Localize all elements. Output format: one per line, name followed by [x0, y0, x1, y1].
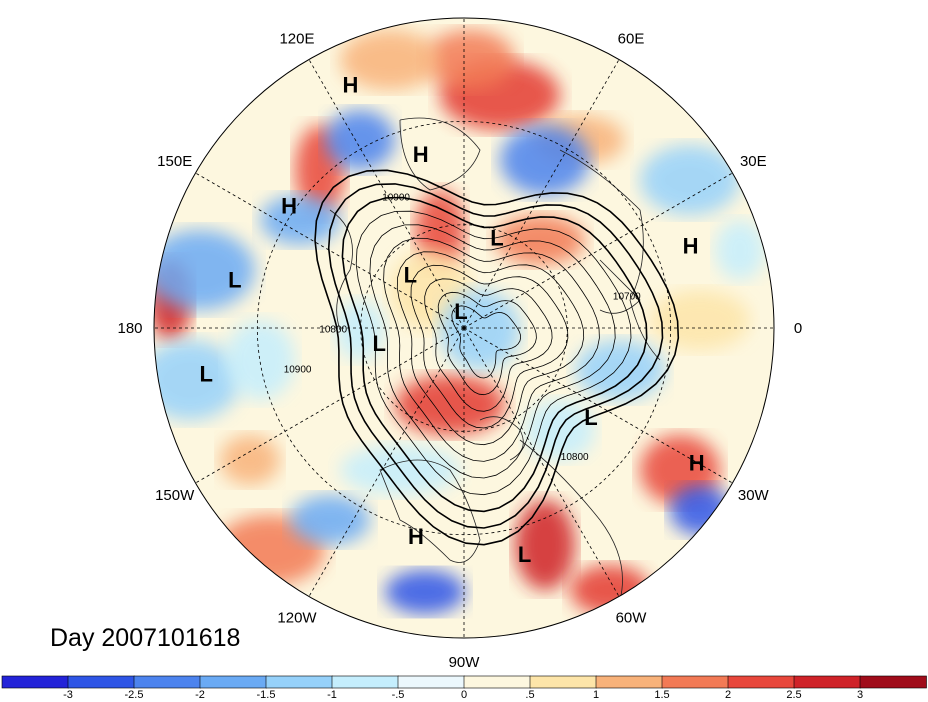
contour-label: 10700 — [613, 291, 641, 302]
colorbar-tick-label: .5 — [525, 689, 534, 701]
high-pressure-marker: H — [281, 194, 297, 219]
longitude-label: 90E — [451, 0, 478, 3]
colorbar-swatch — [1, 675, 69, 689]
low-pressure-marker: L — [199, 362, 212, 387]
longitude-label: 90W — [449, 654, 481, 671]
longitude-labels: 90E 60E 30E 0 30W 60W 90W 120W 150W 180 150E 120E — [117, 0, 802, 671]
low-pressure-marker: L — [228, 267, 241, 292]
low-pressure-marker: L — [372, 331, 385, 356]
longitude-label: 150E — [157, 153, 192, 170]
longitude-label: 120W — [277, 609, 317, 626]
colorbar-swatch — [595, 675, 663, 689]
high-pressure-marker: H — [413, 142, 429, 167]
low-pressure-marker: L — [518, 542, 531, 567]
colorbar-tick-label: -.5 — [392, 689, 405, 701]
colorbar-swatch — [265, 675, 333, 689]
longitude-label: 150W — [155, 487, 195, 504]
colorbar-tick-label: 2 — [725, 689, 731, 701]
contour-label: 10800 — [561, 452, 589, 463]
longitude-label: 0 — [794, 320, 802, 337]
longitude-label: 30E — [740, 153, 767, 170]
high-pressure-marker: H — [689, 450, 705, 475]
contour-label: 10800 — [319, 325, 347, 336]
high-pressure-marker: H — [683, 234, 699, 259]
colorbar-swatch — [331, 675, 399, 689]
high-pressure-marker: H — [408, 524, 424, 549]
colorbar-tick-label: 1 — [593, 689, 599, 701]
colorbar-swatch — [793, 675, 861, 689]
colorbar-swatch — [397, 675, 465, 689]
colorbar-swatch — [67, 675, 135, 689]
colorbar-swatch — [463, 675, 531, 689]
colorbar-tick-label: 3 — [857, 689, 863, 701]
longitude-label: 60E — [618, 31, 645, 48]
figure-title: Day 2007101618 — [50, 624, 240, 652]
longitude-label: 180 — [117, 320, 142, 337]
longitude-label: 30W — [738, 487, 770, 504]
longitude-label: 60W — [616, 609, 648, 626]
height-contours — [314, 169, 680, 546]
colorbar-tick-label: -3 — [63, 689, 73, 701]
low-pressure-marker: L — [490, 225, 503, 250]
colorbar-tick-label: -1 — [327, 689, 337, 701]
map-border — [153, 17, 775, 639]
colorbar-swatch — [133, 675, 201, 689]
longitude-label: 120E — [279, 31, 314, 48]
colorbar-tick-label: -2 — [195, 689, 205, 701]
contour-labels: 10900 10700 10800 10900 10800 — [284, 192, 641, 463]
colorbar-tick-label: 1.5 — [654, 689, 669, 701]
colorbar-tick-label: 2.5 — [786, 689, 801, 701]
colorbar-tick-label: 0 — [461, 689, 467, 701]
colorbar-swatch — [199, 675, 267, 689]
colorbar-swatch — [727, 675, 795, 689]
map-disk: 10900 10700 10800 10900 10800 H H H H H H L L L L L L L L — [153, 17, 775, 639]
low-pressure-marker: L — [404, 262, 417, 287]
high-pressure-marker: H — [343, 73, 359, 98]
colorbar: -3 -2.5 -2 -1.5 -1 -.5 0 .5 1 1.5 2 2.5 3 — [1, 675, 927, 701]
graticule — [154, 18, 774, 638]
contour-label: 10900 — [284, 365, 312, 376]
pressure-system-markers: H H H H H H L L L L L L L L — [199, 73, 704, 568]
contour-label: 10900 — [382, 192, 410, 203]
colorbar-swatch — [661, 675, 729, 689]
colorbar-swatch — [859, 675, 927, 689]
colorbar-tick-label: -2.5 — [125, 689, 144, 701]
colorbar-tick-label: -1.5 — [257, 689, 276, 701]
low-pressure-marker: L — [584, 405, 597, 430]
low-pressure-marker: L — [454, 299, 467, 324]
colorbar-swatch — [529, 675, 597, 689]
